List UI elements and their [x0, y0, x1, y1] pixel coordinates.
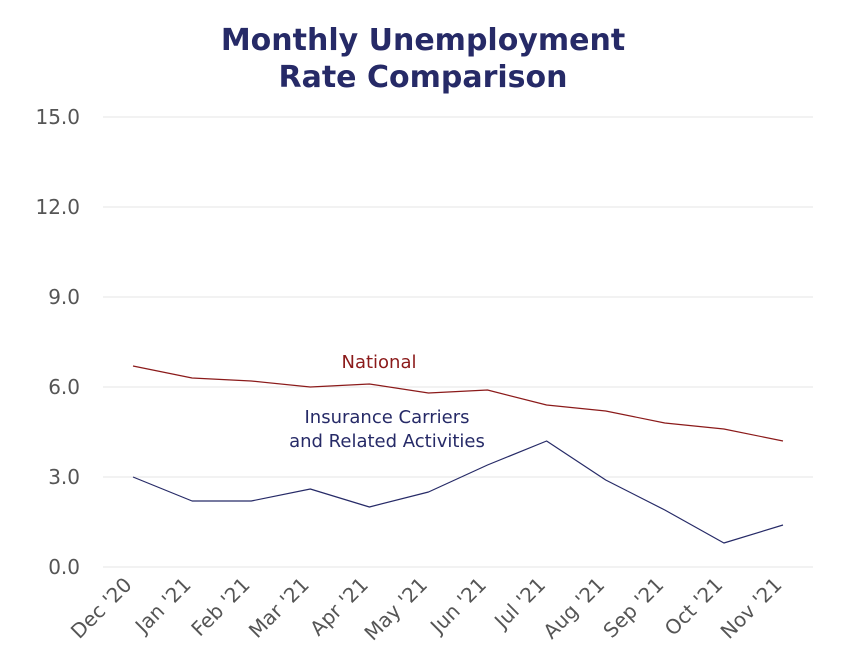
x-tick-label: Aug '21 — [538, 573, 609, 644]
x-tick-label: Dec '20 — [66, 573, 137, 644]
national-series-line — [132, 365, 784, 442]
x-tick-label: Mar '21 — [244, 573, 314, 643]
chart-title-line-1: Monthly Unemployment — [221, 23, 625, 58]
x-tick-label: Jan '21 — [129, 573, 196, 640]
y-tick-label: 9.0 — [48, 285, 80, 309]
y-axis: 0.0 3.0 6.0 9.0 12.0 15.0 — [35, 105, 80, 579]
x-tick-label: May '21 — [359, 573, 432, 646]
y-tick-label: 3.0 — [48, 465, 80, 489]
insurance-series-line — [132, 440, 784, 544]
grid-lines — [103, 116, 813, 568]
national-series-label: National — [341, 352, 416, 373]
x-tick-label: Nov '21 — [716, 573, 787, 644]
series-lines — [132, 365, 784, 544]
chart-title-line-2: Rate Comparison — [279, 60, 568, 95]
chart-title: Monthly Unemployment Rate Comparison — [221, 23, 625, 95]
series-labels: National Insurance Carriers and Related Ac… — [289, 352, 485, 452]
insurance-series-label: Insurance Carriers — [305, 407, 470, 428]
x-tick-label: Oct '21 — [660, 573, 728, 641]
x-tick-label: Jun '21 — [424, 573, 491, 640]
x-tick-label: Feb '21 — [186, 573, 254, 641]
insurance-series-label: and Related Activities — [289, 431, 485, 452]
x-tick-label: Sep '21 — [598, 573, 668, 643]
y-tick-label: 0.0 — [48, 555, 80, 579]
y-tick-label: 12.0 — [35, 195, 80, 219]
y-tick-label: 6.0 — [48, 375, 80, 399]
y-tick-label: 15.0 — [35, 105, 80, 129]
